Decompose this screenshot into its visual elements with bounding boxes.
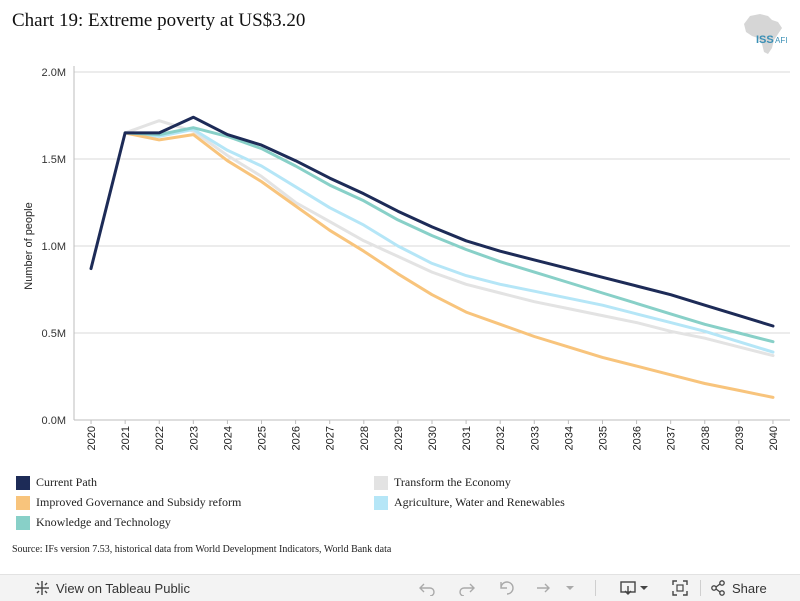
tableau-toolbar: View on Tableau Public (0, 574, 800, 601)
share-icon (710, 580, 726, 596)
line-chart: 0.0M 0.5M 1.0M 1.5M 2.0M Number of people 2020… (23, 66, 790, 450)
x-tick-label: 2040 (768, 426, 780, 450)
y-tick-label: 1.5M (42, 154, 66, 166)
series-line-improved-governance-and-subsidy-reform (123, 131, 775, 399)
page-title: Chart 19: Extreme poverty at US$3.20 (12, 10, 306, 31)
legend: Current Path Transform the Economy Improve… (0, 470, 800, 530)
fullscreen-icon (672, 580, 688, 596)
share-label: Share (732, 580, 767, 596)
y-axis-title: Number of people (23, 202, 35, 289)
undo-button[interactable] (418, 575, 436, 601)
x-tick-label: 2039 (734, 426, 746, 450)
legend-swatch (16, 476, 30, 490)
source-note: Source: IFs version 7.53, historical dat… (12, 544, 392, 555)
y-tick-label: 1.0M (42, 241, 66, 253)
x-tick-label: 2031 (461, 426, 473, 450)
view-on-tableau-label: View on Tableau Public (56, 580, 190, 596)
series-line-transform-the-economy (123, 119, 775, 358)
legend-label: Transform the Economy (394, 475, 511, 489)
refresh-dropdown[interactable] (565, 575, 575, 601)
redo-button[interactable] (458, 575, 476, 601)
legend-label: Knowledge and Technology (36, 515, 171, 529)
x-tick-label: 2032 (495, 426, 507, 450)
x-tick-label: 2026 (291, 426, 303, 450)
legend-swatch (16, 516, 30, 530)
x-tick-label: 2024 (222, 426, 234, 450)
x-tick-label: 2027 (325, 426, 337, 450)
series-line-knowledge-and-technology (123, 126, 775, 344)
x-tick-label: 2034 (563, 426, 575, 450)
legend-item[interactable]: Transform the Economy (374, 472, 511, 490)
legend-label: Agriculture, Water and Renewables (394, 495, 565, 509)
x-tick-label: 2035 (597, 426, 609, 450)
toolbar-divider (595, 580, 596, 596)
x-tick-label: 2029 (393, 426, 405, 450)
view-on-tableau-link[interactable]: View on Tableau Public (34, 575, 190, 601)
revert-icon (498, 580, 516, 596)
legend-swatch (374, 496, 388, 510)
x-tick-label: 2023 (188, 426, 200, 450)
y-tick-label: 2.0M (42, 67, 66, 79)
redo-icon (458, 580, 476, 596)
y-tick-label: 0.5M (42, 328, 66, 340)
x-tick-label: 2028 (359, 426, 371, 450)
share-button[interactable]: Share (710, 575, 767, 601)
download-button[interactable] (620, 575, 648, 601)
africa-map-icon (744, 14, 782, 54)
x-tick-label: 2030 (427, 426, 439, 450)
y-tick-label: 0.0M (42, 415, 66, 427)
x-tick-label: 2022 (154, 426, 166, 450)
x-tick-label: 2038 (700, 426, 712, 450)
legend-item[interactable]: Improved Governance and Subsidy reform (16, 492, 241, 510)
refresh-button[interactable] (535, 575, 553, 601)
toolbar-divider (700, 580, 701, 596)
x-tick-label: 2021 (120, 426, 132, 450)
x-tick-label: 2037 (666, 426, 678, 450)
iss-africa-logo: ISS AFI (738, 12, 790, 56)
x-tick-label: 2036 (632, 426, 644, 450)
legend-swatch (374, 476, 388, 490)
tableau-icon (34, 580, 50, 596)
logo-text: ISS (756, 34, 774, 46)
x-tick-label: 2033 (529, 426, 541, 450)
logo-subtext: AFI (775, 36, 788, 45)
legend-label: Improved Governance and Subsidy reform (36, 495, 242, 509)
legend-item[interactable]: Current Path (16, 472, 97, 490)
legend-swatch (16, 496, 30, 510)
series-line-agriculture-water-and-renewables (123, 127, 775, 354)
fullscreen-button[interactable] (672, 575, 688, 601)
dropdown-icon (565, 583, 575, 593)
undo-icon (418, 580, 436, 596)
x-tick-label: 2020 (86, 426, 98, 450)
x-tick-label: 2025 (257, 426, 269, 450)
series-line-current-path (89, 115, 775, 328)
legend-label: Current Path (36, 475, 97, 489)
refresh-icon (535, 580, 553, 596)
legend-item[interactable]: Knowledge and Technology (16, 512, 171, 530)
download-icon (620, 580, 648, 596)
revert-button[interactable] (498, 575, 516, 601)
legend-item[interactable]: Agriculture, Water and Renewables (374, 492, 565, 510)
